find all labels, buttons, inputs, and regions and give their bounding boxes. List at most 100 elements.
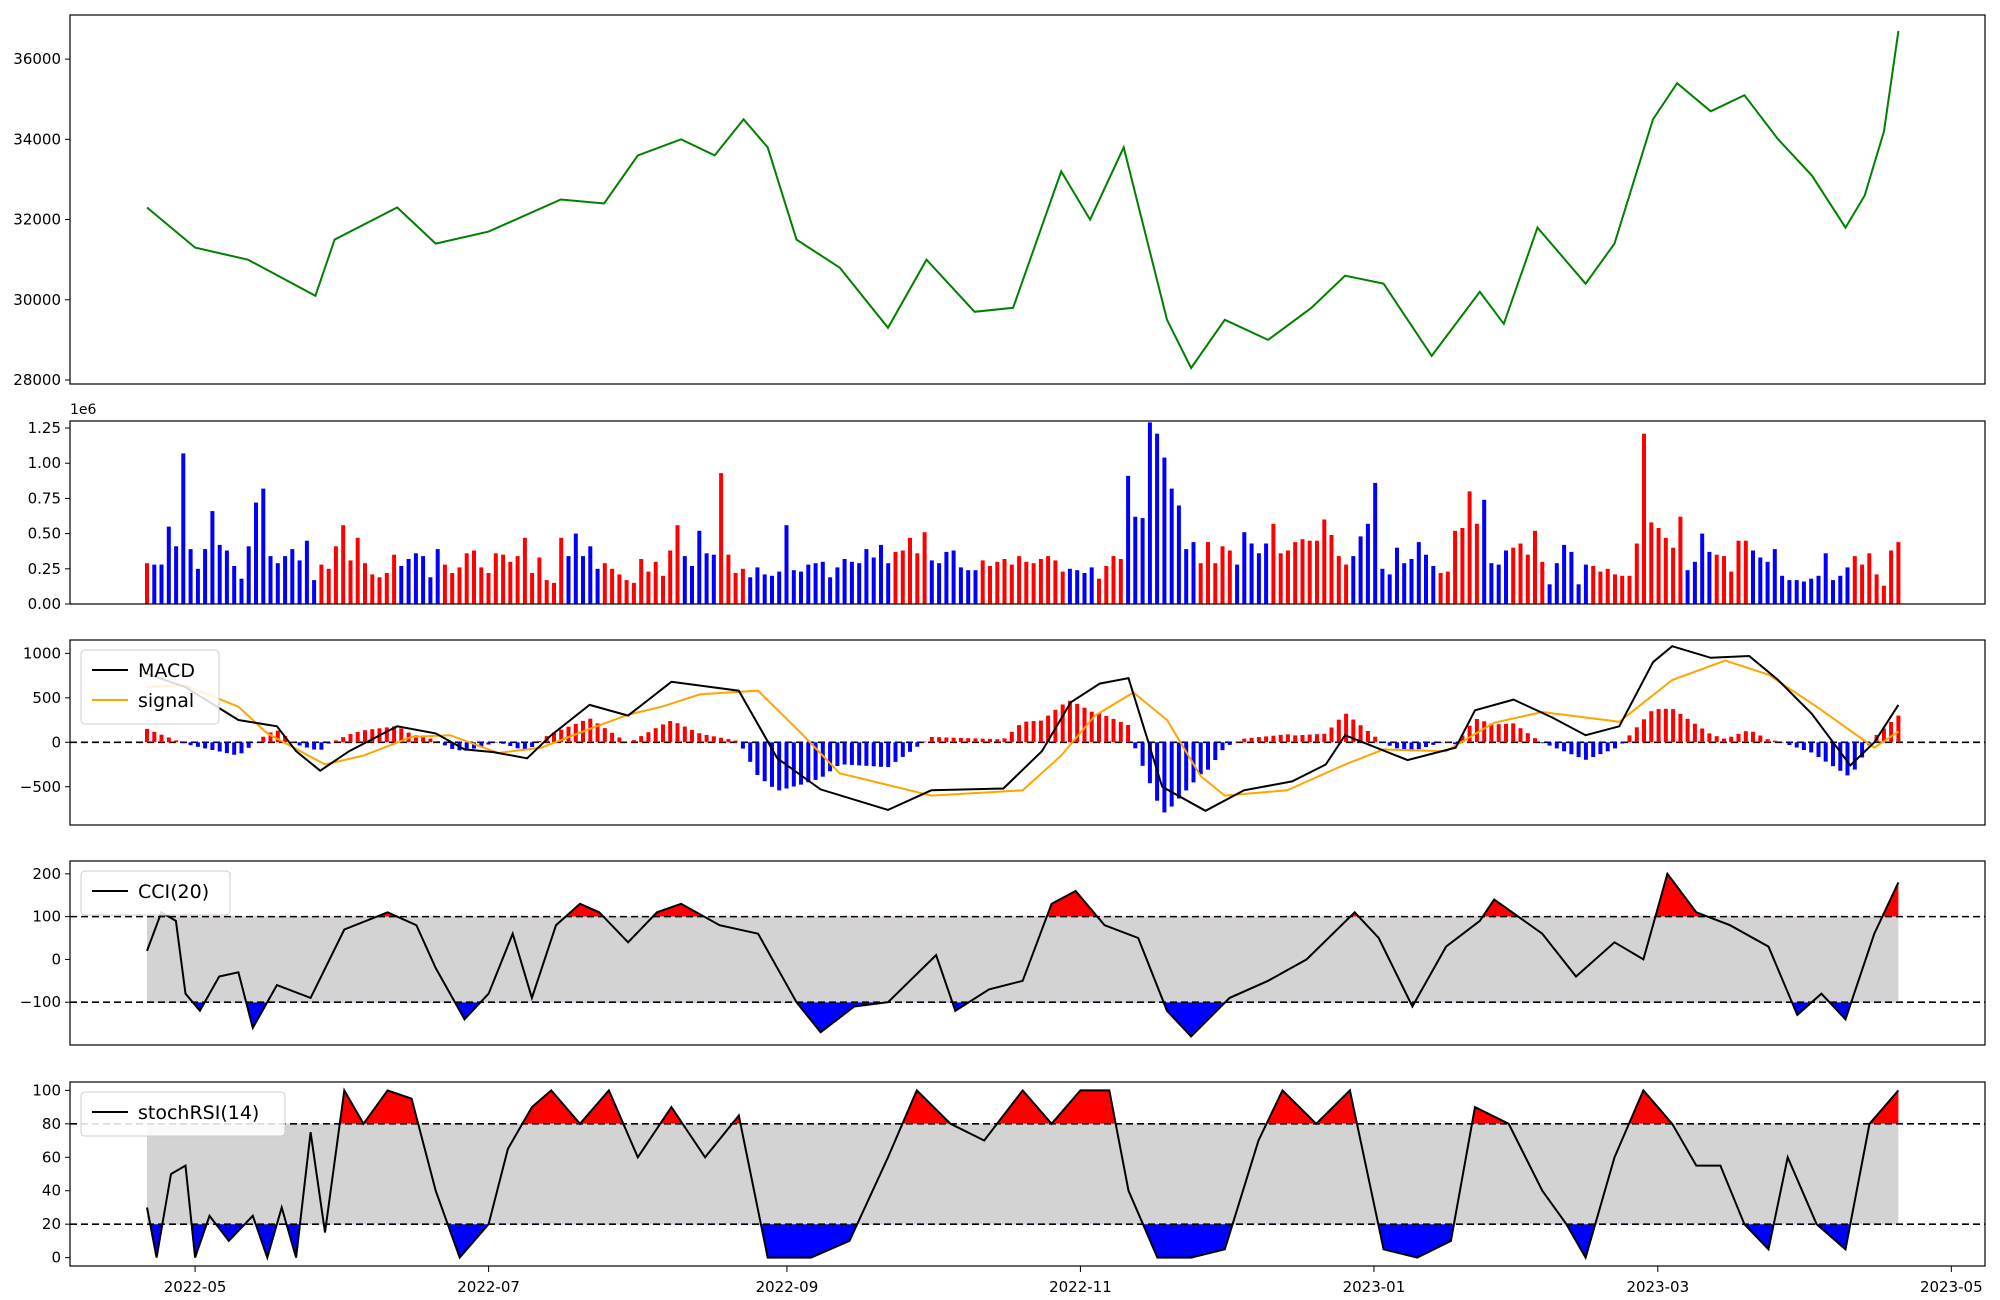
volume-bar	[1089, 567, 1094, 604]
volume-bar	[1227, 550, 1232, 604]
volume-bar	[1758, 557, 1763, 604]
volume-bar	[1256, 553, 1261, 604]
macd-histogram-bar	[1671, 709, 1676, 743]
macd-histogram-bar	[1634, 727, 1639, 743]
volume-bar	[893, 551, 898, 604]
macd-histogram-bar	[857, 742, 862, 766]
macd-histogram-bar	[1351, 719, 1356, 743]
macd-histogram-bar	[363, 730, 367, 743]
volume-bar	[1278, 553, 1283, 604]
macd-histogram-bar	[1489, 723, 1494, 743]
volume-bar	[1583, 564, 1588, 604]
volume-bar	[879, 544, 883, 604]
volume-bar	[145, 563, 149, 604]
macd-histogram-bar	[1736, 733, 1741, 743]
macd-histogram-bar	[1474, 719, 1479, 743]
volume-bar	[1358, 536, 1363, 604]
volume-bar	[552, 582, 556, 604]
volume-bar	[1547, 584, 1552, 604]
stochrsi-ytick-label: 60	[42, 1148, 61, 1166]
volume-bar	[828, 577, 833, 604]
macd-histogram-bar	[1206, 742, 1210, 770]
volume-bar	[864, 549, 869, 604]
macd-histogram-bar	[864, 742, 869, 766]
macd-histogram-bar	[174, 740, 179, 743]
stochrsi-ytick-label: 20	[42, 1215, 61, 1233]
volume-bar	[668, 550, 673, 604]
macd-histogram-bar	[1140, 742, 1145, 766]
volume-bar	[820, 561, 825, 604]
volume-bar	[908, 537, 912, 604]
signal-line	[146, 659, 1899, 797]
volume-bar	[1409, 559, 1414, 604]
volume-bar	[1692, 561, 1697, 604]
macd-histogram-bar	[697, 733, 702, 743]
macd-histogram-bar	[740, 742, 745, 749]
macd-histogram-bar	[820, 742, 825, 777]
volume-bar	[1554, 563, 1559, 604]
cci-legend-label: CCI(20)	[138, 881, 209, 903]
macd-histogram-bar	[1823, 742, 1828, 762]
volume-bar	[1402, 563, 1407, 604]
macd-histogram-bar	[1235, 741, 1240, 743]
volume-bar	[849, 561, 854, 604]
volume-ytick-label: 1.25	[28, 419, 61, 437]
macd-legend-label: MACD	[138, 660, 195, 682]
volume-bar	[1002, 559, 1007, 604]
volume-bar	[770, 575, 774, 604]
volume-ytick-label: 0.00	[28, 595, 61, 613]
x-tick-label: 2022-09	[756, 1278, 819, 1296]
macd-histogram-bar	[1118, 721, 1123, 743]
volume-bar	[1438, 573, 1443, 604]
stochrsi-panel-frame	[69, 1081, 1986, 1267]
volume-bar	[501, 554, 506, 604]
macd-histogram-bar	[1315, 734, 1319, 743]
volume-bar	[1518, 543, 1523, 604]
macd-histogram-bar	[1692, 723, 1697, 743]
macd-legend-label: signal	[138, 690, 194, 712]
macd-histogram-bar	[806, 742, 811, 783]
volume-bar	[1794, 580, 1799, 604]
volume-bar	[1562, 544, 1567, 604]
macd-histogram-bar	[1540, 742, 1545, 744]
macd-histogram-bar	[886, 742, 891, 767]
macd-histogram-bar	[166, 737, 171, 743]
volume-bar	[377, 577, 382, 604]
macd-histogram-bar	[1453, 742, 1458, 745]
volume-bar	[1220, 546, 1225, 604]
volume-bar	[1801, 581, 1806, 604]
volume-bar	[312, 580, 317, 604]
price-ytick-label: 30000	[13, 291, 61, 309]
volume-bar	[1598, 571, 1603, 604]
volume-bar	[537, 557, 542, 604]
volume-bar	[1373, 482, 1378, 604]
volume-bar	[544, 580, 549, 604]
macd-histogram-bar	[530, 742, 535, 747]
volume-bar	[1351, 556, 1356, 604]
volume-bar	[203, 549, 208, 604]
volume-bar	[326, 568, 331, 604]
macd-histogram-bar	[552, 732, 556, 743]
macd-histogram-bar	[1467, 725, 1472, 743]
macd-histogram-bar	[159, 734, 164, 743]
macd-histogram-bar	[1293, 735, 1298, 743]
macd-histogram-bar	[770, 742, 774, 787]
volume-bar	[355, 537, 360, 604]
macd-histogram-bar	[1605, 742, 1610, 752]
macd-histogram-bar	[1358, 725, 1363, 743]
volume-bar	[195, 568, 200, 604]
volume-bar	[1620, 575, 1625, 604]
macd-histogram-bar	[1002, 738, 1007, 743]
volume-bar	[1649, 522, 1654, 604]
macd-histogram-bar	[1031, 721, 1036, 743]
macd-histogram-bar	[1678, 713, 1683, 743]
volume-bar	[246, 546, 251, 604]
macd-histogram-bar	[333, 740, 338, 743]
x-tick-label: 2023-01	[1343, 1278, 1406, 1296]
volume-bar	[442, 564, 447, 604]
stochrsi-neutral-band	[146, 1123, 1899, 1225]
volume-bar	[1169, 488, 1174, 604]
macd-histogram-bar	[726, 739, 731, 743]
macd-histogram-bar	[958, 737, 963, 743]
volume-bar	[646, 571, 651, 604]
